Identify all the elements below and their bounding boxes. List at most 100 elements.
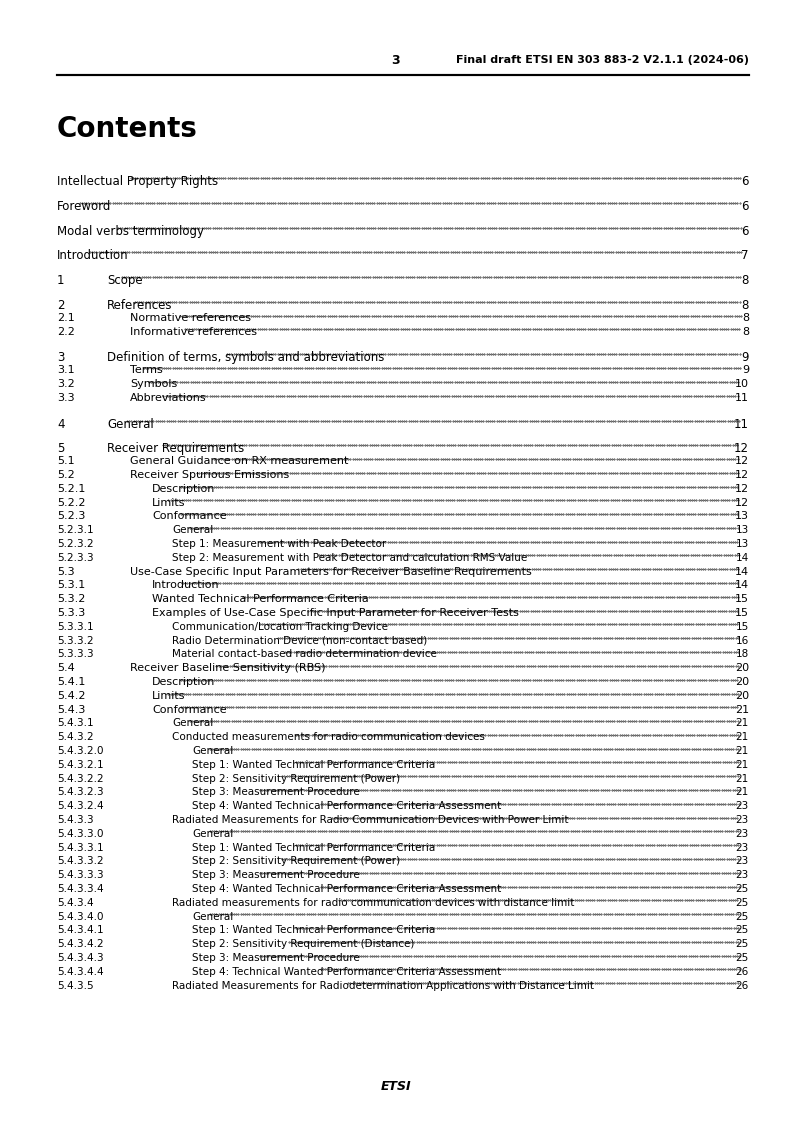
Text: 25: 25 [736,926,749,936]
Text: 14: 14 [736,553,749,563]
Text: 5.4.3.2.0: 5.4.3.2.0 [57,746,104,756]
Text: 25: 25 [736,953,749,963]
Text: Step 2: Sensitivity Requirement (Distance): Step 2: Sensitivity Requirement (Distanc… [192,939,415,949]
Text: Step 1: Wanted Technical Performance Criteria: Step 1: Wanted Technical Performance Cri… [192,843,435,853]
Text: 5.1: 5.1 [57,457,75,467]
Text: 26: 26 [736,981,749,991]
Text: 5.4.3.4.1: 5.4.3.4.1 [57,926,104,936]
Text: 3.1: 3.1 [57,365,75,375]
Text: 5.3.3.3: 5.3.3.3 [57,650,94,660]
Text: Step 4: Wanted Technical Performance Criteria Assessment: Step 4: Wanted Technical Performance Cri… [192,801,501,811]
Text: Conformance: Conformance [152,512,227,522]
Text: 3.2: 3.2 [57,379,75,389]
Text: 5.2.2: 5.2.2 [57,497,86,507]
Text: Intellectual Property Rights: Intellectual Property Rights [57,175,218,188]
Text: 9: 9 [741,351,749,365]
Text: 16: 16 [736,635,749,645]
Text: 5.4.3.4.3: 5.4.3.4.3 [57,953,104,963]
Text: 5.3.2: 5.3.2 [57,595,86,605]
Text: 5.4.3.4.0: 5.4.3.4.0 [57,911,104,921]
Text: 5.4.3.2.4: 5.4.3.2.4 [57,801,104,811]
Text: 14: 14 [735,580,749,590]
Text: 5.4.3.3.3: 5.4.3.3.3 [57,871,104,880]
Text: Step 3: Measurement Procedure: Step 3: Measurement Procedure [192,871,360,880]
Text: 21: 21 [736,760,749,770]
Text: Step 4: Technical Wanted Performance Criteria Assessment: Step 4: Technical Wanted Performance Cri… [192,967,501,977]
Text: References: References [107,298,173,312]
Text: Radiated Measurements for Radiodetermination Applications with Distance Limit: Radiated Measurements for Radiodetermina… [172,981,594,991]
Text: Limits: Limits [152,497,186,507]
Text: 21: 21 [736,746,749,756]
Text: Examples of Use-Case Specific Input Parameter for Receiver Tests: Examples of Use-Case Specific Input Para… [152,608,519,618]
Text: 15: 15 [735,608,749,618]
Text: 5.4.1: 5.4.1 [57,677,86,687]
Text: 25: 25 [736,884,749,894]
Text: Modal verbs terminology: Modal verbs terminology [57,224,204,238]
Text: 5.4.3.2: 5.4.3.2 [57,733,94,742]
Text: 23: 23 [736,856,749,866]
Text: Step 1: Wanted Technical Performance Criteria: Step 1: Wanted Technical Performance Cri… [192,760,435,770]
Text: 5.4.3.3.2: 5.4.3.3.2 [57,856,104,866]
Text: Receiver Requirements: Receiver Requirements [107,442,244,456]
Text: 13: 13 [735,512,749,522]
Text: 5.4.3.4: 5.4.3.4 [57,898,94,908]
Text: Step 1: Wanted Technical Performance Criteria: Step 1: Wanted Technical Performance Cri… [192,926,435,936]
Text: 5.4: 5.4 [57,663,75,673]
Text: 1: 1 [57,274,64,287]
Text: 5.4.3.2.3: 5.4.3.2.3 [57,788,104,798]
Text: 15: 15 [735,595,749,605]
Text: Informative references: Informative references [130,327,257,337]
Text: 5.3.3.2: 5.3.3.2 [57,635,94,645]
Text: Scope: Scope [107,274,143,287]
Text: Step 3: Measurement Procedure: Step 3: Measurement Procedure [192,953,360,963]
Text: 13: 13 [736,525,749,535]
Text: 18: 18 [736,650,749,660]
Text: Radio Determination Device (non-contact based): Radio Determination Device (non-contact … [172,635,427,645]
Text: Conformance: Conformance [152,705,227,715]
Text: 5: 5 [57,442,64,456]
Text: 3.3: 3.3 [57,393,75,403]
Text: Abbreviations: Abbreviations [130,393,207,403]
Text: Normative references: Normative references [130,313,251,323]
Text: Step 3: Measurement Procedure: Step 3: Measurement Procedure [192,788,360,798]
Text: 6: 6 [741,175,749,188]
Text: Material contact-based radio determination device: Material contact-based radio determinati… [172,650,437,660]
Text: 5.3.1: 5.3.1 [57,580,86,590]
Text: 13: 13 [736,539,749,549]
Text: 8: 8 [742,327,749,337]
Text: 5.4.3.3.4: 5.4.3.3.4 [57,884,104,894]
Text: Description: Description [152,677,216,687]
Text: 5.4.3.3.0: 5.4.3.3.0 [57,829,104,839]
Text: Receiver Spurious Emissions: Receiver Spurious Emissions [130,470,289,480]
Text: Contents: Contents [57,114,198,142]
Text: 5.2: 5.2 [57,470,75,480]
Text: 21: 21 [736,788,749,798]
Text: 21: 21 [736,773,749,783]
Text: 12: 12 [735,457,749,467]
Text: 23: 23 [736,801,749,811]
Text: 5.4.3.5: 5.4.3.5 [57,981,94,991]
Text: Terms: Terms [130,365,163,375]
Text: 5.3.3: 5.3.3 [57,608,86,618]
Text: 26: 26 [736,967,749,977]
Text: 3: 3 [392,54,400,66]
Text: 9: 9 [742,365,749,375]
Text: 7: 7 [741,249,749,263]
Text: 5.4.3.2.2: 5.4.3.2.2 [57,773,104,783]
Text: 20: 20 [735,677,749,687]
Text: 5.4.3: 5.4.3 [57,705,86,715]
Text: General: General [107,417,154,431]
Text: 5.4.3.2.1: 5.4.3.2.1 [57,760,104,770]
Text: 8: 8 [741,298,749,312]
Text: 4: 4 [57,417,64,431]
Text: 5.4.3.4.2: 5.4.3.4.2 [57,939,104,949]
Text: General Guidance on RX measurement: General Guidance on RX measurement [130,457,348,467]
Text: Wanted Technical Performance Criteria: Wanted Technical Performance Criteria [152,595,369,605]
Text: 5.2.3.2: 5.2.3.2 [57,539,94,549]
Text: 5.4.3.1: 5.4.3.1 [57,718,94,728]
Text: 8: 8 [741,274,749,287]
Text: 14: 14 [735,567,749,577]
Text: 12: 12 [735,497,749,507]
Text: 5.3.3.1: 5.3.3.1 [57,622,94,632]
Text: Radiated Measurements for Radio Communication Devices with Power Limit: Radiated Measurements for Radio Communic… [172,815,569,825]
